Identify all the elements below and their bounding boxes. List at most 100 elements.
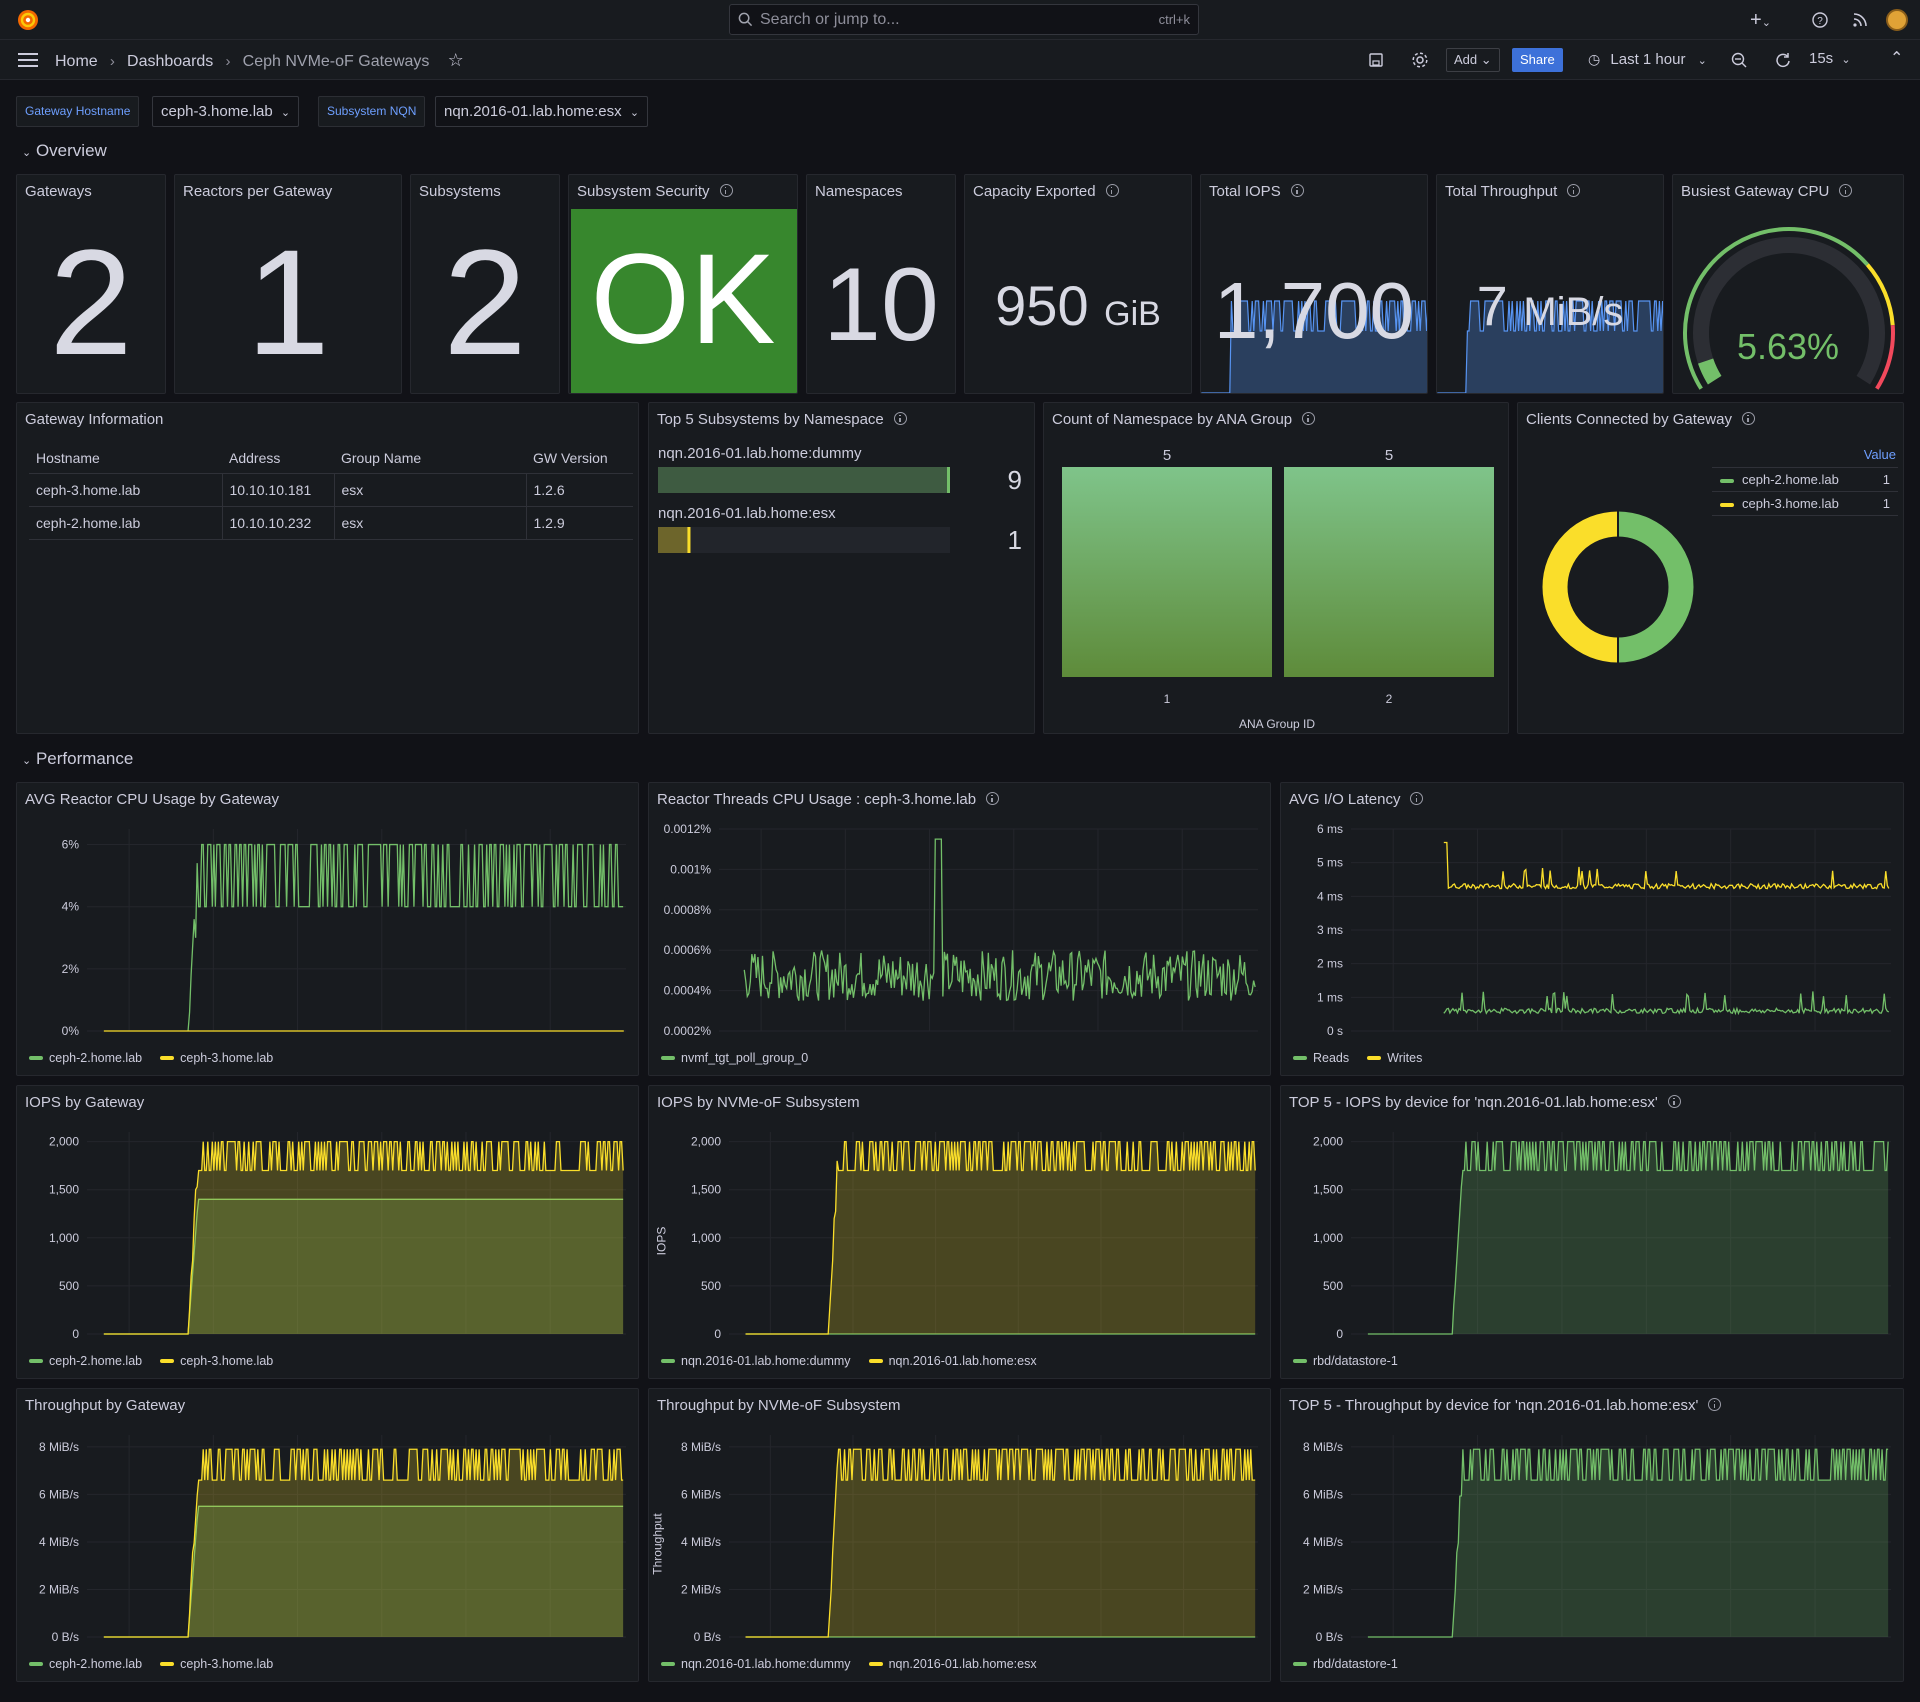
info-icon[interactable]	[893, 412, 907, 425]
donut-slice	[1617, 511, 1694, 663]
refresh-interval-picker[interactable]: 15s ⌄	[1809, 50, 1851, 67]
chart-legend: nvmf_tgt_poll_group_0	[661, 1051, 826, 1065]
legend-item[interactable]: nvmf_tgt_poll_group_0	[661, 1051, 808, 1065]
stat-value: 2	[49, 218, 133, 386]
time-range-label: Last 1 hour	[1610, 51, 1686, 68]
legend-item[interactable]: ceph-3.home.lab	[160, 1354, 273, 1368]
x-tick-label: 10:50	[921, 1344, 951, 1346]
legend-label: nqn.2016-01.lab.home:esx	[888, 1354, 1037, 1368]
grafana-logo-icon[interactable]	[16, 8, 40, 32]
stat-number: 7	[1476, 274, 1508, 337]
info-icon[interactable]	[1839, 184, 1853, 197]
bar-value-label: 5	[1163, 447, 1171, 464]
series-line	[1443, 991, 1890, 1016]
stat-unit: GiB	[1104, 295, 1161, 333]
legend-row[interactable]: ceph-3.home.lab 1	[1712, 491, 1898, 516]
y-tick-label: 1,000	[1313, 1231, 1343, 1245]
refresh-icon[interactable]	[1775, 52, 1791, 68]
user-avatar[interactable]	[1886, 9, 1908, 31]
x-tick-label: 11:10	[1086, 1344, 1115, 1346]
legend-item[interactable]: rbd/datastore-1	[1293, 1657, 1398, 1671]
breadcrumb-dashboards[interactable]: Dashboards	[127, 53, 214, 70]
legend-item[interactable]: ceph-3.home.lab	[160, 1657, 273, 1671]
chart-legend: ceph-2.home.lab ceph-3.home.lab	[29, 1051, 291, 1065]
y-tick-label: 2 ms	[1317, 957, 1343, 971]
panel-gateway-info: Gateway Information Hostname Address Gro…	[16, 402, 639, 734]
x-tick-label: 10:50	[1547, 1041, 1577, 1043]
info-icon[interactable]	[1410, 792, 1424, 805]
panel-title: Total Throughput	[1445, 183, 1581, 200]
legend-item[interactable]: rbd/datastore-1	[1293, 1354, 1398, 1368]
var-value-nqn: nqn.2016-01.lab.home:esx	[444, 103, 622, 120]
x-tick-label: 11:10	[451, 1344, 480, 1346]
panel-reactor-threads: Reactor Threads CPU Usage : ceph-3.home.…	[648, 782, 1271, 1076]
legend-item[interactable]: ceph-2.home.lab	[29, 1354, 142, 1368]
bar-value-label: 5	[1385, 447, 1393, 464]
chevron-up-icon[interactable]: ⌃	[1890, 50, 1904, 67]
y-tick-label: 1 ms	[1317, 990, 1343, 1004]
info-icon[interactable]	[986, 792, 1000, 805]
legend-item[interactable]: Reads	[1293, 1051, 1349, 1065]
menu-icon[interactable]	[18, 53, 38, 67]
row-overview[interactable]: ⌄ Overview	[22, 141, 107, 160]
y-tick-label: 2 MiB/s	[1303, 1582, 1343, 1596]
settings-gear-icon[interactable]	[1411, 51, 1429, 69]
legend-item[interactable]: ceph-3.home.lab	[160, 1051, 273, 1065]
panel-total-throughput: Total Throughput 7 MiB/s	[1436, 174, 1664, 394]
save-icon[interactable]	[1368, 52, 1384, 68]
info-icon[interactable]	[1302, 412, 1316, 425]
time-picker[interactable]: ◷ Last 1 hour ⌄	[1588, 51, 1707, 68]
column-header[interactable]: GW Version	[526, 443, 633, 474]
share-button[interactable]: Share	[1512, 48, 1563, 72]
legend-item[interactable]: nqn.2016-01.lab.home:esx	[868, 1354, 1037, 1368]
new-plus-icon[interactable]: +⌄	[1750, 9, 1771, 31]
y-tick-label: 0 B/s	[694, 1630, 721, 1644]
y-tick-label: 0	[714, 1327, 721, 1341]
info-icon[interactable]	[1667, 1095, 1681, 1108]
x-tick-label: 10:40	[838, 1647, 868, 1649]
x-tick-label: 11:00	[1632, 1647, 1661, 1649]
star-icon[interactable]: ☆	[447, 50, 464, 70]
var-select-gateway[interactable]: ceph-3.home.lab ⌄	[152, 96, 300, 127]
stat-number: 950	[995, 274, 1089, 337]
donut-legend: ceph-2.home.lab 1 ceph-3.home.lab 1	[1712, 467, 1898, 516]
series-area	[1452, 1141, 1889, 1334]
legend-item[interactable]: ceph-2.home.lab	[29, 1051, 142, 1065]
x-tick-label: 10:50	[1547, 1647, 1577, 1649]
info-icon[interactable]	[1741, 412, 1755, 425]
legend-item[interactable]: nqn.2016-01.lab.home:dummy	[661, 1657, 851, 1671]
var-select-nqn[interactable]: nqn.2016-01.lab.home:esx ⌄	[435, 96, 649, 127]
panel-namespaces: Namespaces 10	[806, 174, 956, 394]
column-header[interactable]: Group Name	[334, 443, 526, 474]
help-icon[interactable]: ?	[1812, 12, 1828, 28]
legend-header[interactable]: Value	[1863, 447, 1896, 462]
panel-title: IOPS by Gateway	[25, 1094, 145, 1111]
panel-busiest-cpu: Busiest Gateway CPU 5.63%	[1672, 174, 1904, 394]
x-tick-label: 10:40	[198, 1344, 228, 1346]
gauge-value: 5.63%	[1736, 326, 1840, 367]
info-icon[interactable]	[1105, 184, 1119, 197]
info-icon[interactable]	[719, 184, 733, 197]
info-icon[interactable]	[1567, 184, 1581, 197]
legend-row[interactable]: ceph-2.home.lab 1	[1712, 467, 1898, 491]
column-header[interactable]: Address	[222, 443, 334, 474]
legend-item[interactable]: Writes	[1367, 1051, 1422, 1065]
row-performance-label: Performance	[35, 749, 134, 768]
y-tick-label: 2 MiB/s	[39, 1582, 79, 1596]
legend-item[interactable]: ceph-2.home.lab	[29, 1657, 142, 1671]
row-performance[interactable]: ⌄ Performance	[22, 749, 134, 768]
search-input[interactable]: Search or jump to... ctrl+k	[729, 4, 1199, 35]
zoom-out-icon[interactable]	[1731, 52, 1748, 69]
timeseries-chart: 0 500 1,000 1,500 2,000 10:30 10:40 10:50 11:00 1…	[1313, 1132, 1891, 1346]
legend-item[interactable]: nqn.2016-01.lab.home:dummy	[661, 1354, 851, 1368]
sparkline-area	[1437, 301, 1663, 393]
x-tick-label: 10:50	[283, 1041, 313, 1043]
info-icon[interactable]	[1290, 184, 1304, 197]
info-icon[interactable]	[1708, 1398, 1722, 1411]
x-tick-label: 11:20	[536, 1041, 565, 1043]
column-header[interactable]: Hostname	[29, 443, 222, 474]
add-button[interactable]: Add ⌄	[1446, 48, 1500, 72]
legend-item[interactable]: nqn.2016-01.lab.home:esx	[868, 1657, 1037, 1671]
news-rss-icon[interactable]	[1852, 12, 1868, 28]
breadcrumb-home[interactable]: Home	[55, 53, 98, 70]
